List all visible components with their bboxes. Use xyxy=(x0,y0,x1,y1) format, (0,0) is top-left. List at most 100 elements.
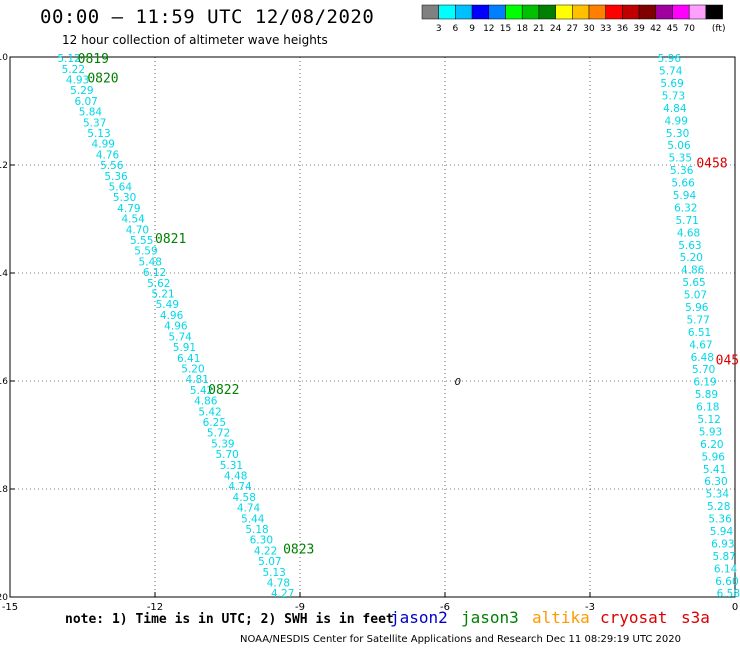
wave-height-value: 5.18 xyxy=(245,524,268,536)
wave-height-value: 5.12 xyxy=(697,414,720,426)
y-tick-label: -16 xyxy=(0,377,8,387)
pass-time-label: 0458 xyxy=(696,156,727,171)
wave-height-value: 5.07 xyxy=(684,290,707,302)
wave-height-value: 5.41 xyxy=(703,464,726,476)
wave-height-value: 5.20 xyxy=(181,363,204,375)
wave-height-value: 4.27 xyxy=(271,588,294,600)
wave-height-value: 6.93 xyxy=(711,538,734,550)
color-scale-label: 27 xyxy=(567,24,578,34)
wave-height-value: 4.68 xyxy=(677,227,700,239)
wave-height-value: 6.51 xyxy=(688,327,711,339)
legend-jason3: jason3 xyxy=(461,608,519,627)
color-swatch xyxy=(605,4,623,20)
color-scale-label: 45 xyxy=(667,24,678,34)
wave-height-value: 6.30 xyxy=(250,535,273,547)
wave-height-value: 6.19 xyxy=(693,377,716,389)
wave-height-value: 5.21 xyxy=(151,289,174,301)
plot-grid xyxy=(10,57,735,597)
color-swatch xyxy=(438,4,456,20)
wave-height-value: 5.84 xyxy=(79,107,103,119)
color-scale-label: 15 xyxy=(500,24,511,34)
wave-height-value: 5.77 xyxy=(686,314,709,326)
color-scale-bar: 3 6 9 12 15 18 21 24 27 30 33 36 39 42 45 70 (ft) xyxy=(421,4,725,34)
x-tick-label: 0 xyxy=(732,602,738,613)
pass-time-label: 0819 xyxy=(78,52,109,67)
wave-height-value: 5.66 xyxy=(671,178,695,190)
wave-height-value: 5.74 xyxy=(659,66,683,78)
wave-height-value: 4.74 xyxy=(237,503,261,515)
color-swatch xyxy=(521,4,540,20)
wave-height-value: 5.96 xyxy=(658,53,682,65)
color-scale-label: 21 xyxy=(533,24,544,34)
wave-height-value: 4.76 xyxy=(96,149,120,161)
color-scale-label: 6 xyxy=(453,24,459,34)
wave-height-value: 4.86 xyxy=(681,265,705,277)
wave-height-value: 6.32 xyxy=(674,202,697,214)
wave-height-value: 5.96 xyxy=(702,451,726,463)
color-swatch xyxy=(688,4,707,20)
wave-height-value: 5.89 xyxy=(695,389,718,401)
color-scale-label: 12 xyxy=(483,24,494,34)
legend-cryosat: cryosat xyxy=(600,608,668,627)
plot-axes: -15 -12 -9 -6 -3 0 -10 -12 -14 -16 -18 -20 xyxy=(0,53,738,613)
wave-height-value: 5.36 xyxy=(670,165,694,177)
wave-height-value: 5.44 xyxy=(241,513,265,525)
wave-height-value: 5.56 xyxy=(100,160,124,172)
wave-height-value: 6.41 xyxy=(177,353,200,365)
wave-height-value: 6.60 xyxy=(715,576,738,588)
wave-height-value: 6.48 xyxy=(691,352,714,364)
wave-height-value: 5.59 xyxy=(134,246,157,258)
wave-height-value: 5.69 xyxy=(660,78,683,90)
wave-height-value: 5.70 xyxy=(692,364,715,376)
wave-height-value: 5.30 xyxy=(113,192,136,204)
wave-height-value: 5.62 xyxy=(147,278,170,290)
y-tick-label: -14 xyxy=(0,269,8,279)
wave-height-value: 4.54 xyxy=(121,214,145,226)
wave-height-value: 5.42 xyxy=(190,385,213,397)
wave-height-value: 5.94 xyxy=(710,526,734,538)
legend-altika: altika xyxy=(532,608,590,627)
footer-credit: NOAA/NESDIS Center for Satellite Applica… xyxy=(240,634,682,645)
wave-height-value: 6.58 xyxy=(717,588,740,600)
wave-height-value: 6.20 xyxy=(700,439,723,451)
wave-height-value: 6.14 xyxy=(714,563,738,575)
color-scale-label: 9 xyxy=(469,24,475,34)
wave-height-value: 5.65 xyxy=(682,277,705,289)
wave-height-value: 5.39 xyxy=(211,438,234,450)
wave-height-value: 4.96 xyxy=(160,310,184,322)
footer-note: note: 1) Time is in UTC; 2) SWH is in fe… xyxy=(65,612,394,627)
wave-height-value: 5.94 xyxy=(673,190,697,202)
wave-height-value: 4.99 xyxy=(92,139,115,151)
color-swatch xyxy=(505,4,523,20)
color-swatch xyxy=(572,4,590,20)
pass-time-label: 0822 xyxy=(208,383,239,398)
wave-height-value: 4.96 xyxy=(164,321,188,333)
wave-height-points: 5.125.224.935.296.075.845.375.134.994.76… xyxy=(57,53,740,600)
wave-height-value: 5.93 xyxy=(699,426,722,438)
pass-time-label: 045 xyxy=(716,353,739,368)
x-tick-label: -9 xyxy=(295,602,305,613)
wave-height-value: 5.34 xyxy=(706,489,730,501)
wave-height-value: 6.18 xyxy=(696,402,719,414)
wave-height-value: 5.36 xyxy=(708,514,732,526)
wave-height-value: 5.37 xyxy=(83,117,106,129)
color-scale-label: 18 xyxy=(516,24,528,34)
wave-height-value: 4.84 xyxy=(663,103,687,115)
wave-height-value: 5.74 xyxy=(168,331,192,343)
wave-height-value: 5.22 xyxy=(62,64,85,76)
legend-s3a: s3a xyxy=(681,608,710,627)
color-scale-label: 30 xyxy=(583,24,595,34)
wave-height-value: 5.12 xyxy=(57,53,80,65)
wave-height-value: 6.12 xyxy=(143,267,166,279)
pass-time-label: 0820 xyxy=(87,72,118,87)
wave-height-value: 4.81 xyxy=(186,374,209,386)
color-scale-label: 3 xyxy=(436,24,442,34)
wave-height-value: 5.48 xyxy=(139,256,162,268)
wave-height-value: 5.29 xyxy=(70,85,93,97)
color-swatch xyxy=(455,4,473,20)
wave-height-value: 5.36 xyxy=(104,171,128,183)
wave-height-value: 5.96 xyxy=(685,302,709,314)
wave-height-value: 5.91 xyxy=(173,342,196,354)
wave-height-value: 4.86 xyxy=(194,396,218,408)
chart-subtitle: 12 hour collection of altimeter wave hei… xyxy=(62,33,328,47)
